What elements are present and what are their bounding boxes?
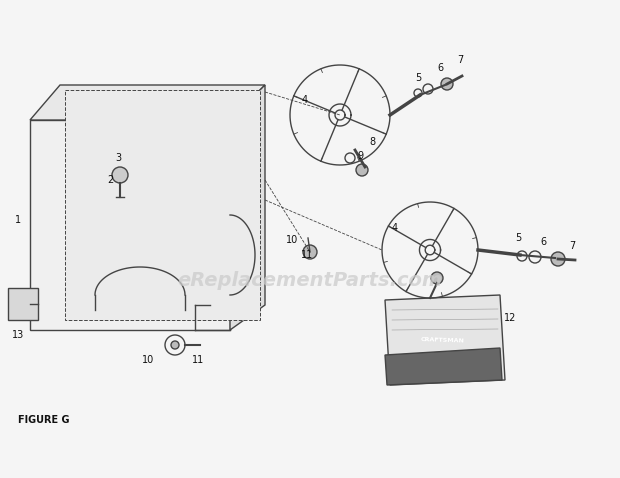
Polygon shape: [30, 120, 230, 330]
Text: CRAFTSMAN: CRAFTSMAN: [421, 337, 465, 343]
Polygon shape: [65, 90, 260, 320]
Text: 11: 11: [301, 250, 313, 260]
Text: 5: 5: [515, 233, 521, 243]
Text: 9: 9: [357, 151, 363, 161]
Text: 6: 6: [437, 63, 443, 73]
Text: eReplacementParts.com: eReplacementParts.com: [177, 271, 443, 290]
Polygon shape: [230, 85, 265, 330]
Polygon shape: [8, 288, 38, 320]
Text: 12: 12: [504, 313, 516, 323]
Text: 10: 10: [286, 235, 298, 245]
Text: 10: 10: [142, 355, 154, 365]
Text: 4: 4: [392, 223, 398, 233]
Text: 2: 2: [107, 175, 113, 185]
Circle shape: [551, 252, 565, 266]
Text: 11: 11: [192, 355, 204, 365]
Text: 7: 7: [569, 241, 575, 251]
Circle shape: [171, 341, 179, 349]
Text: 5: 5: [415, 73, 421, 83]
Text: 7: 7: [457, 55, 463, 65]
Circle shape: [303, 245, 317, 259]
Text: 3: 3: [115, 153, 121, 163]
Circle shape: [431, 272, 443, 284]
Text: 1: 1: [15, 215, 21, 225]
Text: 4: 4: [302, 95, 308, 105]
Circle shape: [112, 167, 128, 183]
Text: 13: 13: [12, 330, 24, 340]
Polygon shape: [385, 295, 505, 385]
Text: FIGURE G: FIGURE G: [18, 415, 69, 425]
Polygon shape: [30, 85, 265, 120]
Text: 8: 8: [369, 137, 375, 147]
Circle shape: [356, 164, 368, 176]
Polygon shape: [385, 348, 502, 385]
Text: 6: 6: [540, 237, 546, 247]
Circle shape: [441, 78, 453, 90]
